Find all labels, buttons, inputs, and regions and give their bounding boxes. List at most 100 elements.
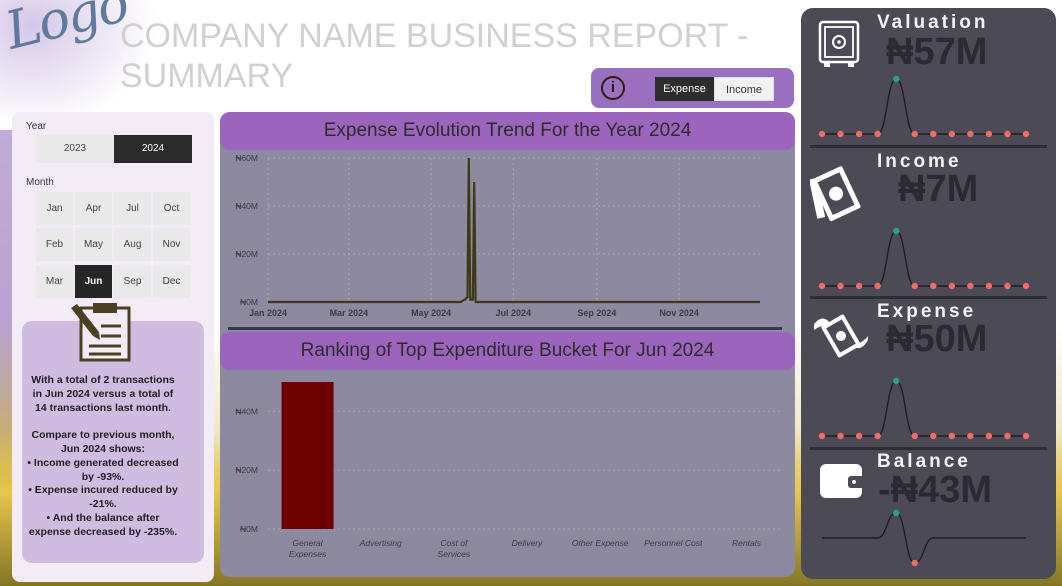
info-icon[interactable]: i xyxy=(601,76,625,100)
month-may-button[interactable]: May xyxy=(75,228,112,261)
safe-icon xyxy=(818,20,860,67)
sparkline-marker xyxy=(874,432,881,440)
category-label: Rentals xyxy=(732,538,762,548)
metric-toggle: i Expense Income xyxy=(591,68,794,108)
month-nov-button[interactable]: Nov xyxy=(153,228,190,261)
category-label: Cost of xyxy=(440,538,469,548)
y-tick-label: ₦40M xyxy=(235,406,258,416)
chart-divider xyxy=(228,327,782,330)
sparkline-marker xyxy=(1004,432,1011,440)
month-jun-button[interactable]: Jun xyxy=(75,265,112,298)
sparkline-marker xyxy=(874,130,881,138)
month-sep-button[interactable]: Sep xyxy=(114,265,151,298)
sparkline-marker xyxy=(911,432,918,440)
month-feb-button[interactable]: Feb xyxy=(36,228,73,261)
category-label: General xyxy=(292,538,323,548)
kpi-separator xyxy=(810,447,1047,450)
sparkline-marker xyxy=(892,75,900,83)
sparkline-marker xyxy=(892,227,900,235)
trend-chart: ₦0M ₦20M ₦40M ₦60M Jan 2024 Mar 2024 May 2024 J… xyxy=(235,153,760,318)
kpi-expense-value: ₦50M xyxy=(886,318,988,360)
sparkline-marker xyxy=(985,282,993,290)
series-line xyxy=(268,157,760,304)
y-tick-label: ₦0M xyxy=(240,524,258,534)
sparkline-marker xyxy=(967,282,974,290)
kpi-income-title: Income xyxy=(877,151,962,172)
sparkline-marker xyxy=(967,432,974,440)
y-tick-label: ₦40M xyxy=(235,201,258,211)
sparkline-marker xyxy=(967,130,974,138)
toggle-income-button[interactable]: Income xyxy=(714,77,774,101)
year-label: Year xyxy=(26,121,47,132)
month-label: Month xyxy=(26,177,54,188)
sparkline-marker xyxy=(911,130,918,138)
sparkline-marker xyxy=(892,509,900,517)
x-tick-label: May 2024 xyxy=(411,308,451,318)
y-tick-label: ₦20M xyxy=(235,465,258,475)
month-oct-button[interactable]: Oct xyxy=(153,192,190,225)
bar xyxy=(281,382,334,529)
x-tick-label: Nov 2024 xyxy=(659,308,699,318)
kpi-separator xyxy=(810,296,1047,299)
sparkline-marker xyxy=(874,282,881,290)
x-tick-label: Jan 2024 xyxy=(249,308,287,318)
background-blob xyxy=(0,0,160,130)
month-jul-button[interactable]: Jul xyxy=(114,192,151,225)
kpi-income-value: ₦7M xyxy=(898,168,979,210)
x-tick-label: Mar 2024 xyxy=(330,308,369,318)
sparkline-marker xyxy=(1004,282,1011,290)
year-2023-button[interactable]: 2023 xyxy=(36,135,114,163)
kpi-valuation-value: ₦57M xyxy=(886,31,988,73)
sparkline-marker xyxy=(837,130,844,138)
kpi-valuation-sparkline xyxy=(818,75,1030,138)
toggle-expense-button[interactable]: Expense xyxy=(655,77,714,101)
sparkline-marker xyxy=(985,432,993,440)
kpi-balance-value: -₦43M xyxy=(878,469,993,511)
kpi-expense-sparkline xyxy=(818,377,1030,440)
filter-panel: Year 2023 2024 Month Jan Apr Jul Oct Feb… xyxy=(12,112,214,582)
month-dec-button[interactable]: Dec xyxy=(153,265,190,298)
category-label: Other Expense xyxy=(572,538,629,548)
ranking-chart-title: Ranking of Top Expenditure Bucket For Ju… xyxy=(220,332,795,370)
page-title-line2: SUMMARY xyxy=(120,57,294,95)
kpi-expense-title: Expense xyxy=(877,301,977,322)
month-mar-button[interactable]: Mar xyxy=(36,265,73,298)
sparkline-line xyxy=(822,78,1026,135)
sparkline-marker xyxy=(930,432,937,440)
month-apr-button[interactable]: Apr xyxy=(75,192,112,225)
category-label: Personnel Cost xyxy=(644,538,703,548)
y-tick-label: ₦0M xyxy=(240,297,258,307)
category-label: Services xyxy=(438,549,471,559)
category-label: Expenses xyxy=(289,549,327,559)
wallet-icon xyxy=(820,464,864,498)
month-jan-button[interactable]: Jan xyxy=(36,192,73,225)
kpi-balance-sparkline xyxy=(822,509,1026,567)
sparkline-marker xyxy=(855,282,863,290)
sparkline-marker xyxy=(1022,130,1030,138)
sparkline-marker xyxy=(837,432,844,440)
y-tick-label: ₦60M xyxy=(235,153,258,163)
sparkline-marker xyxy=(818,130,826,138)
sparkline-marker xyxy=(818,432,826,440)
year-2024-button[interactable]: 2024 xyxy=(114,135,192,163)
x-tick-label: Jul 2024 xyxy=(496,308,532,318)
sparkline-marker xyxy=(1004,130,1011,138)
sparkline-line xyxy=(822,512,1026,564)
kpi-income-sparkline xyxy=(818,227,1030,290)
x-tick-label: Sep 2024 xyxy=(577,308,616,318)
sparkline-marker xyxy=(855,432,863,440)
sparkline-marker xyxy=(930,130,937,138)
kpi-separator xyxy=(810,145,1047,148)
sparkline-marker xyxy=(911,559,918,567)
sparkline-marker xyxy=(911,282,918,290)
sparkline-marker xyxy=(930,282,937,290)
kpi-valuation-title: Valuation xyxy=(877,12,989,33)
trend-chart-title: Expense Evolution Trend For the Year 202… xyxy=(220,112,795,150)
sparkline-marker xyxy=(818,282,826,290)
month-aug-button[interactable]: Aug xyxy=(114,228,151,261)
kpi-balance-title: Balance xyxy=(877,451,971,472)
page-title-line1: COMPANY NAME BUSINESS REPORT - xyxy=(120,17,749,55)
y-tick-label: ₦20M xyxy=(235,249,258,259)
sparkline-marker xyxy=(1022,282,1030,290)
